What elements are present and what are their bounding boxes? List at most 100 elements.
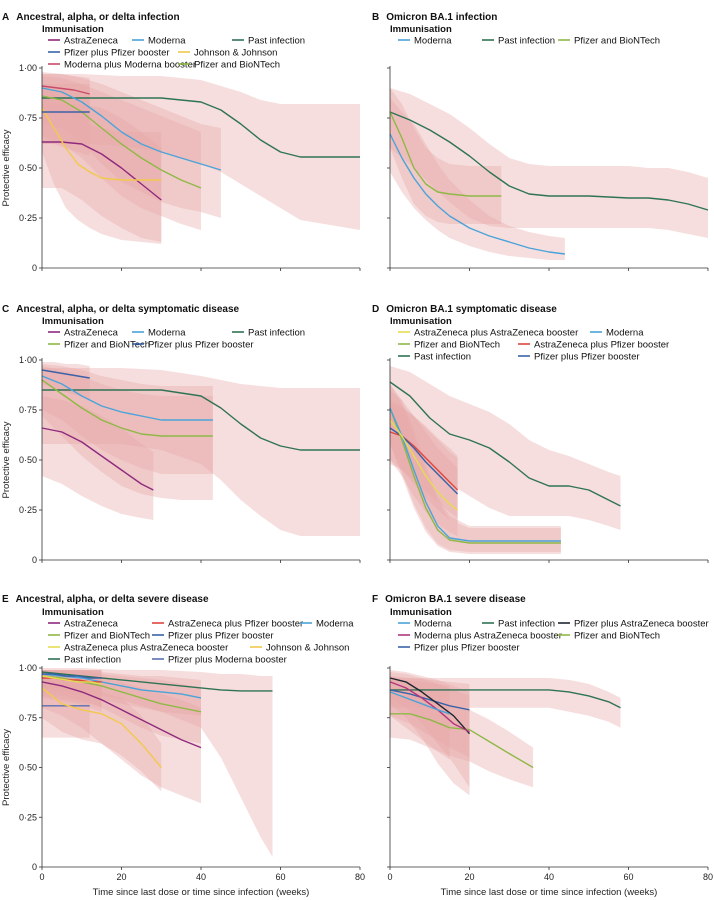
panel-letter: E [2,594,9,605]
series-line-moderna-plus-astrazeneca-booster [389,681,470,733]
series-line-astrazeneca [41,681,202,749]
y-tick-label: 0·25 [19,812,37,822]
ci-band-moderna [42,72,221,218]
x-tick-label: 40 [196,872,206,882]
ci-band-pfizer-and-biontech [390,384,561,554]
x-tick-label: 60 [275,872,285,882]
ci-band-pfizer-and-biontech [390,88,502,224]
y-tick-label: 0 [32,263,37,273]
ci-band-astrazeneca [42,396,154,520]
legend-label-pfizer-and-biontech: Pfizer and BioNTech [194,60,280,71]
legend-label-pfizer-and-biontech: Pfizer and BioNTech [414,340,500,351]
ci-band-moderna-plus-astrazeneca-booster [390,672,470,796]
y-tick-label: 1·00 [19,355,37,365]
series-line-past-infection [389,381,621,507]
panel-title: C Ancestral, alpha, or delta symptomatic … [2,304,240,315]
ci-band-past-infection [42,668,273,857]
legend-label-pfizer-plus-pfizer-booster: Pfizer plus Pfizer booster [168,631,274,642]
y-tick-label: 1·00 [19,63,37,73]
legend-label-astrazeneca-plus-astrazeneca-booster: AstraZeneca plus AstraZeneca booster [64,643,228,654]
ci-band-pfizer-plus-moderna-booster [42,681,90,738]
panel-title-text: Ancestral, alpha, or delta symptomatic d… [16,304,239,315]
panel-f: F Omicron BA.1 severe disease Immunisation… [372,594,713,898]
x-tick-label: 60 [623,872,633,882]
series-line-moderna [41,87,222,171]
legend-label-past-infection: Past infection [248,36,305,47]
legend-label-past-infection: Past infection [64,655,121,666]
y-tick-label: 0·25 [19,213,37,223]
panel-letter: A [2,12,9,23]
legend-heading: Immunisation [42,607,104,618]
ci-band-johnson-and-johnson [42,84,162,244]
legend-label-moderna: Moderna [316,619,354,630]
x-tick-label: 20 [116,872,126,882]
legend-label-pfizer-plus-pfizer-booster: Pfizer plus Pfizer booster [414,643,520,654]
y-tick-label: 0 [32,862,37,872]
ci-band-pfizer-and-biontech [42,366,213,500]
series-line-past-infection [390,689,621,709]
panel-d: D Omicron BA.1 symptomatic diseaseImmunis… [372,304,709,563]
ci-band-moderna [390,384,561,552]
x-axis-title: Time since last dose or time since infec… [93,887,310,898]
legend-heading: Immunisation [42,316,104,327]
panel-title-text: Ancestral, alpha, or delta infection [16,12,179,23]
x-tick-label: 40 [544,872,554,882]
ci-band-moderna [390,98,565,260]
legend-heading: Immunisation [390,316,452,327]
y-tick-label: 0·50 [19,763,37,773]
series-line-astrazeneca-plus-astrazeneca-booster [41,675,102,685]
x-tick-label: 20 [464,872,474,882]
legend-label-moderna: Moderna [148,36,186,47]
legend-label-moderna-plus-astrazeneca-booster: Moderna plus AstraZeneca booster [414,631,562,642]
panel-title: B Omicron BA.1 infection [372,12,497,23]
panel-b: B Omicron BA.1 infectionImmunisationModer… [372,12,709,271]
panel-title-text: Omicron BA.1 symptomatic disease [386,304,557,315]
legend-label-pfizer-plus-pfizer-booster: Pfizer plus Pfizer booster [64,48,170,59]
x-axis-title: Time since last dose or time since infec… [441,887,658,898]
legend-label-past-infection: Past infection [414,352,471,363]
ci-band-past-infection [390,366,621,530]
series-line-astrazeneca [41,427,154,491]
panel-letter: D [372,304,379,315]
legend-label-pfizer-plus-pfizer-booster: Pfizer plus Pfizer booster [534,352,640,363]
panel-letter: F [372,594,378,605]
y-tick-label: 0·50 [19,163,37,173]
legend-label-past-infection: Past infection [248,328,305,339]
panel-letter: C [2,304,9,315]
ci-band-astrazeneca-plus-pfizer-booster [390,404,458,518]
ci-band-pfizer-plus-pfizer-booster [390,400,458,524]
y-axis-title: Protective efficacy [1,129,12,206]
y-tick-label: 0·25 [19,505,37,515]
legend-label-moderna: Moderna [414,36,452,47]
legend-label-moderna: Moderna [414,619,452,630]
series-line-pfizer-plus-pfizer-booster [389,689,470,711]
panel-title-text: Omicron BA.1 infection [386,12,497,23]
ci-band-pfizer-plus-pfizer-booster [42,84,90,156]
legend-label-moderna-plus-moderna-booster: Moderna plus Moderna booster [64,60,196,71]
legend-label-pfizer-plus-moderna-booster: Pfizer plus Moderna booster [168,655,287,666]
series-line-moderna [389,691,450,715]
ci-band-johnson-and-johnson [42,674,162,792]
series-line-pfizer-and-biontech [389,407,561,544]
series-line-pfizer-and-biontech [390,713,534,769]
series-line-pfizer-and-biontech [41,379,213,437]
panel-title-text: Ancestral, alpha, or delta severe diseas… [16,594,209,605]
legend-label-astrazeneca: AstraZeneca [64,36,119,47]
legend-label-pfizer-and-biontech: Pfizer and BioNTech [574,36,660,47]
panel-title: E Ancestral, alpha, or delta severe disea… [2,594,209,605]
series-line-pfizer-plus-pfizer-booster [41,369,90,379]
series-line-pfizer-plus-pfizer-booster [42,673,102,679]
series-line-pfizer-and-biontech [41,95,202,189]
x-tick-label: 0 [387,872,392,882]
legend-label-moderna: Moderna [148,328,186,339]
series-line-johnson-and-johnson [41,687,162,768]
panel-letter: B [372,12,379,23]
ci-band-past-infection [42,368,360,536]
panel-a: A Ancestral, alpha, or delta infectionImm… [1,12,361,273]
y-tick-label: 1·00 [19,663,37,673]
ci-band-past-infection [42,74,360,230]
legend-heading: Immunisation [390,607,452,618]
y-tick-label: 0·50 [19,455,37,465]
x-tick-label: 0 [39,872,44,882]
legend-label-astrazeneca-plus-astrazeneca-booster: AstraZeneca plus AstraZeneca booster [414,328,578,339]
